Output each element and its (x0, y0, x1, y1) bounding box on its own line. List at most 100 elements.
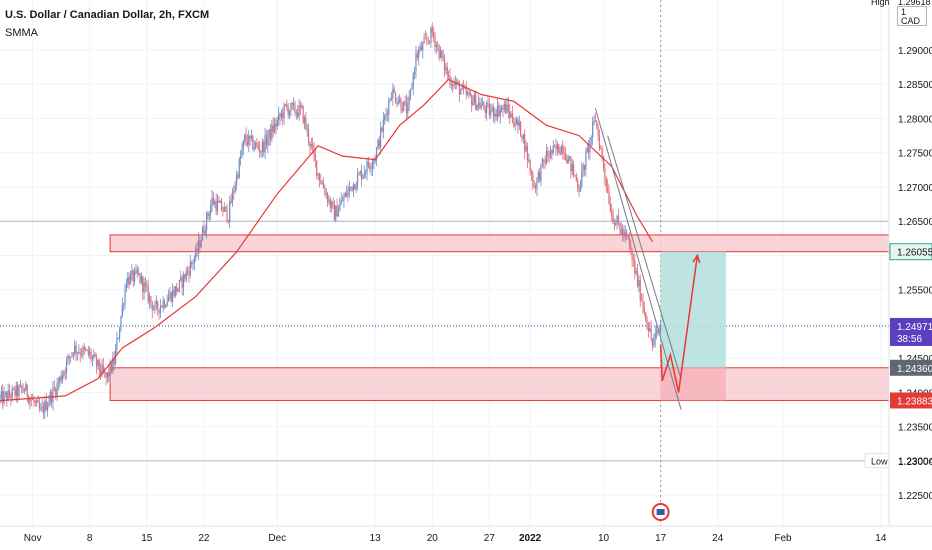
trendline (594, 108, 682, 410)
stop-box (660, 367, 726, 401)
candle-body (123, 304, 125, 306)
candle-body (27, 396, 30, 403)
candle-body (95, 356, 98, 367)
candle-body (234, 185, 236, 193)
candle-body (240, 156, 242, 159)
candle-body (173, 289, 175, 296)
current-price-value: 1.24971 (897, 322, 932, 333)
candle-body (381, 127, 383, 132)
candle-body (435, 44, 437, 47)
candle-body (471, 95, 473, 106)
indicator-label[interactable]: SMMA (5, 27, 38, 39)
candle-body (545, 151, 548, 164)
candle-body (312, 144, 314, 147)
candle-body (526, 145, 529, 161)
candle-body (104, 372, 106, 374)
candle-body (267, 138, 269, 146)
candle-body (416, 53, 418, 58)
candle-body (180, 277, 182, 281)
candle-body (309, 141, 311, 147)
candle-body (170, 292, 172, 302)
candle-body (437, 44, 439, 46)
candle-body (551, 149, 553, 154)
candle-body (199, 240, 201, 248)
candle-body (582, 164, 584, 171)
candle-body (216, 200, 219, 212)
candle-body (151, 302, 153, 311)
candle-body (344, 192, 346, 198)
candle-body (66, 360, 68, 373)
candle-body (363, 172, 365, 176)
candle-body (282, 113, 284, 119)
price-tick-label: 1.22500 (898, 491, 932, 502)
candle-body (193, 258, 195, 264)
candle-body (407, 104, 409, 114)
candle-body (11, 388, 13, 399)
candle-body (413, 71, 416, 75)
symbol-title[interactable]: U.S. Dollar / Canadian Dollar, 2h, FXCM (5, 9, 210, 21)
candle-body (56, 383, 58, 396)
candle-body (94, 354, 96, 357)
candle-body (195, 248, 197, 259)
candle-body (442, 56, 444, 58)
candle-body (260, 151, 262, 153)
candle-body (238, 158, 240, 178)
candle-body (642, 300, 644, 308)
candle-body (215, 201, 217, 212)
candle-body (360, 171, 363, 180)
candle-body (623, 229, 625, 237)
candle-body (201, 227, 204, 241)
candle-body (71, 352, 73, 357)
candle-body (340, 200, 342, 204)
candle-body (495, 113, 497, 117)
candle-body (457, 81, 459, 84)
candle-body (219, 200, 221, 203)
candle-body (189, 261, 191, 276)
currency-unit-box[interactable]: 1 CAD (897, 6, 927, 26)
candle-body (380, 127, 382, 147)
candle-body (34, 402, 36, 403)
candle-body (241, 149, 243, 157)
candle-body (4, 392, 7, 394)
candle-body (373, 159, 375, 164)
time-axis[interactable]: Nov 8 15 22 Dec 13 20 27 2022 10 17 24 Feb 14 (0, 525, 932, 544)
candle-body (382, 119, 384, 132)
candle-body (220, 200, 223, 211)
candle-body (321, 183, 323, 184)
candle-body (503, 104, 505, 110)
candle-body (162, 300, 164, 308)
candle-body (57, 382, 60, 384)
low-value: 1.23004 (898, 457, 932, 468)
candle-body (60, 376, 62, 381)
candle-body (543, 159, 545, 162)
candle-body (467, 93, 469, 95)
candle-body (514, 124, 516, 127)
candle-body (405, 102, 408, 114)
candle-body (223, 206, 225, 212)
candle-body (639, 279, 641, 301)
candle-body (427, 40, 429, 42)
candle-body (328, 199, 330, 203)
candle-body (399, 98, 401, 103)
candle-body (293, 103, 295, 105)
candle-body (231, 191, 234, 204)
candle-body (288, 111, 291, 115)
candle-body (64, 371, 66, 373)
candle-body (339, 203, 341, 211)
price-tick-label: 1.27500 (898, 149, 932, 160)
candle-body (105, 372, 107, 378)
target-box (660, 251, 726, 368)
candle-body (430, 27, 432, 43)
candle-body (483, 102, 485, 109)
candle-body (131, 270, 133, 275)
candle-body (654, 333, 656, 340)
candle-body (106, 372, 108, 378)
candle-body (299, 105, 302, 108)
candle-body (433, 32, 435, 37)
price-axis[interactable]: 1.225001.230001.235001.240001.245001.250… (888, 0, 932, 526)
candle-body (583, 164, 586, 170)
candle-body (507, 104, 509, 112)
candle-body (559, 153, 561, 155)
candle-body (631, 250, 633, 260)
